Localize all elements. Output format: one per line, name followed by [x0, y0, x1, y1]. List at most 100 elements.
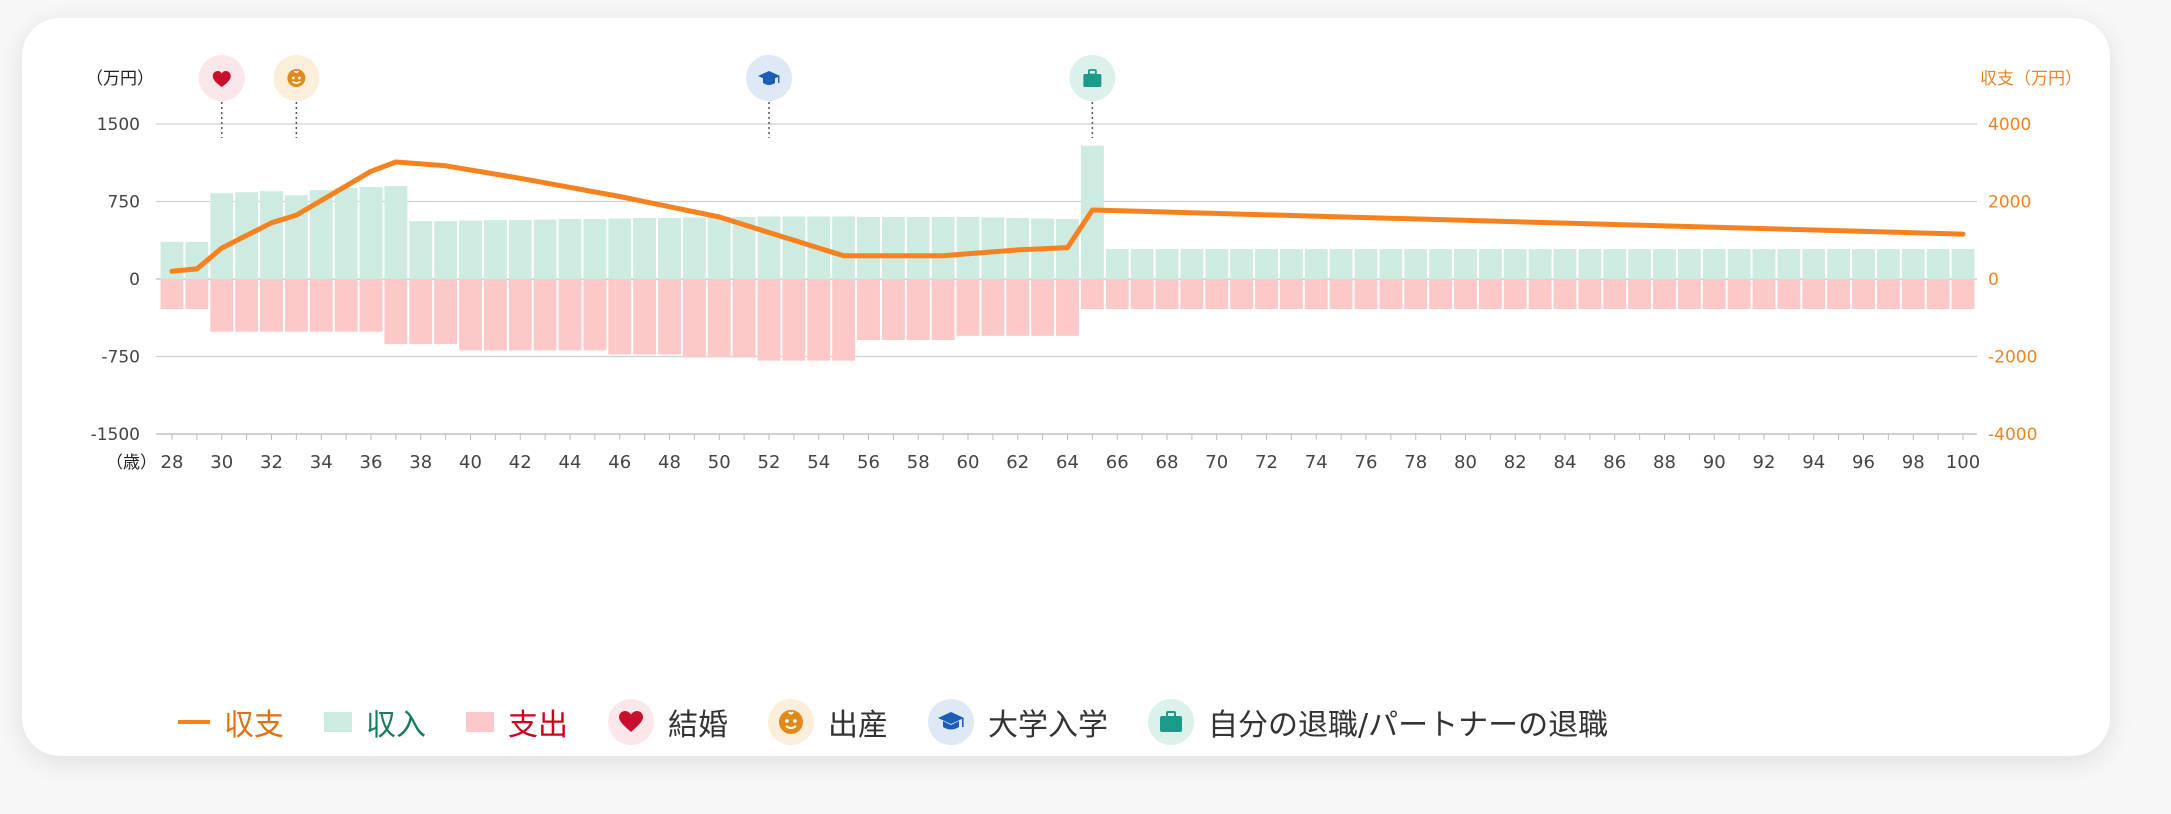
- legend-birth[interactable]: 出産: [768, 699, 888, 745]
- income-bar: [359, 187, 383, 279]
- x-tick-label: 52: [758, 452, 781, 473]
- x-tick-label: 36: [360, 452, 383, 473]
- income-bar: [1404, 249, 1428, 279]
- legend-university[interactable]: 大学入学: [928, 699, 1108, 745]
- expense-bar: [1852, 279, 1875, 309]
- legend-birth-label: 出産: [828, 708, 888, 743]
- balance-line-swatch: [178, 720, 210, 724]
- expense-bar: [1677, 279, 1701, 309]
- expense-bar: [956, 279, 980, 336]
- legend-retirement[interactable]: 自分の退職/パートナーの退職: [1148, 699, 1608, 745]
- income-bar: [1155, 249, 1179, 279]
- lifeplan-chart: 1500 750 0 -750 -1500 4000 2000 0 -2000 -4000 （万円）…: [86, 55, 2082, 473]
- income-bar: [1180, 249, 1204, 279]
- income-bar: [1255, 249, 1278, 279]
- income-bar: [1379, 249, 1403, 279]
- x-tick-label: 90: [1703, 452, 1726, 473]
- income-bar: [732, 217, 756, 279]
- expense-bar: [1503, 279, 1527, 309]
- expense-bar: [160, 279, 184, 309]
- income-bar: [1702, 249, 1726, 279]
- expense-bar: [1478, 279, 1502, 309]
- income-bar: [1603, 249, 1627, 279]
- income-bar: [483, 220, 507, 279]
- heart-icon: [212, 71, 231, 87]
- legend-balance[interactable]: 収支: [178, 700, 284, 744]
- left-axis-unit: （万円）: [86, 69, 154, 89]
- x-tick-label: 86: [1603, 452, 1626, 473]
- expense-bar: [185, 279, 209, 309]
- income-bar: [1329, 249, 1353, 279]
- legend-marriage[interactable]: 結婚: [608, 699, 728, 745]
- expense-bar: [260, 279, 283, 332]
- expense-bar: [235, 279, 259, 332]
- income-bar: [1354, 249, 1378, 279]
- right-tick-label: -2000: [1988, 348, 2037, 368]
- expense-bar: [1901, 279, 1925, 309]
- income-bar: [1802, 249, 1826, 279]
- expense-bar: [931, 279, 955, 340]
- expense-bar: [906, 279, 930, 340]
- x-tick-label: 78: [1404, 452, 1427, 473]
- income-bar: [1852, 249, 1875, 279]
- income-bar: [1553, 249, 1577, 279]
- x-tick-label: 72: [1255, 452, 1278, 473]
- expense-bar: [757, 279, 781, 361]
- income-bar: [832, 216, 856, 279]
- expense-swatch: [466, 712, 494, 732]
- expense-bar: [1379, 279, 1403, 309]
- expense-bar: [1155, 279, 1179, 309]
- x-tick-label: 64: [1056, 452, 1079, 473]
- expense-bar: [1951, 279, 1975, 309]
- x-tick-label: 44: [559, 452, 582, 473]
- right-tick-label: 4000: [1988, 115, 2031, 135]
- income-bar: [334, 188, 358, 279]
- expense-bar: [1279, 279, 1303, 309]
- income-bar: [906, 217, 930, 279]
- x-tick-label: 30: [210, 452, 233, 473]
- expense-bar: [1304, 279, 1328, 309]
- legend-expense-label: 支出: [508, 708, 568, 743]
- income-bar: [533, 219, 557, 279]
- expense-bar: [981, 279, 1005, 336]
- income-bar: [1279, 249, 1303, 279]
- expense-bar: [1105, 279, 1129, 309]
- expense-bar: [309, 279, 333, 332]
- x-tick-label: 28: [161, 452, 184, 473]
- expense-bar: [483, 279, 507, 351]
- legend-income[interactable]: 収入: [324, 700, 426, 744]
- x-tick-label: 82: [1504, 452, 1527, 473]
- legend-income-label: 収入: [366, 708, 426, 743]
- x-tick-label: 100: [1946, 452, 1980, 473]
- income-bar: [956, 217, 980, 279]
- chart-card: 1500 750 0 -750 -1500 4000 2000 0 -2000 -4000 （万円）…: [22, 18, 2110, 756]
- expense-bar: [1553, 279, 1577, 309]
- right-tick-label: 0: [1988, 270, 1999, 290]
- x-tick-label: 38: [409, 452, 432, 473]
- x-tick-label: 92: [1753, 452, 1776, 473]
- graduation-cap-icon: [758, 71, 780, 85]
- expense-bar: [658, 279, 681, 355]
- income-bar: [558, 219, 582, 279]
- legend-expense[interactable]: 支出: [466, 700, 568, 744]
- left-tick-label: 1500: [97, 115, 140, 135]
- expense-bar: [707, 279, 731, 358]
- x-tick-label: 88: [1653, 452, 1676, 473]
- x-axis-unit: （歳）: [106, 453, 157, 473]
- expense-bar: [1578, 279, 1602, 309]
- expense-bar: [608, 279, 632, 355]
- baby-icon: [287, 69, 306, 87]
- expense-bar: [1827, 279, 1851, 309]
- briefcase-icon: [1083, 69, 1102, 87]
- income-bar: [931, 217, 955, 279]
- expense-bar: [1329, 279, 1353, 309]
- income-bar: [1105, 249, 1129, 279]
- baby-icon: [768, 699, 814, 745]
- expense-bar: [682, 279, 706, 358]
- expense-bar: [1727, 279, 1751, 309]
- left-tick-label: 0: [129, 270, 140, 290]
- right-tick-label: 2000: [1988, 193, 2031, 213]
- expense-bar: [1702, 279, 1726, 309]
- income-bar: [434, 221, 458, 279]
- x-tick-label: 54: [807, 452, 830, 473]
